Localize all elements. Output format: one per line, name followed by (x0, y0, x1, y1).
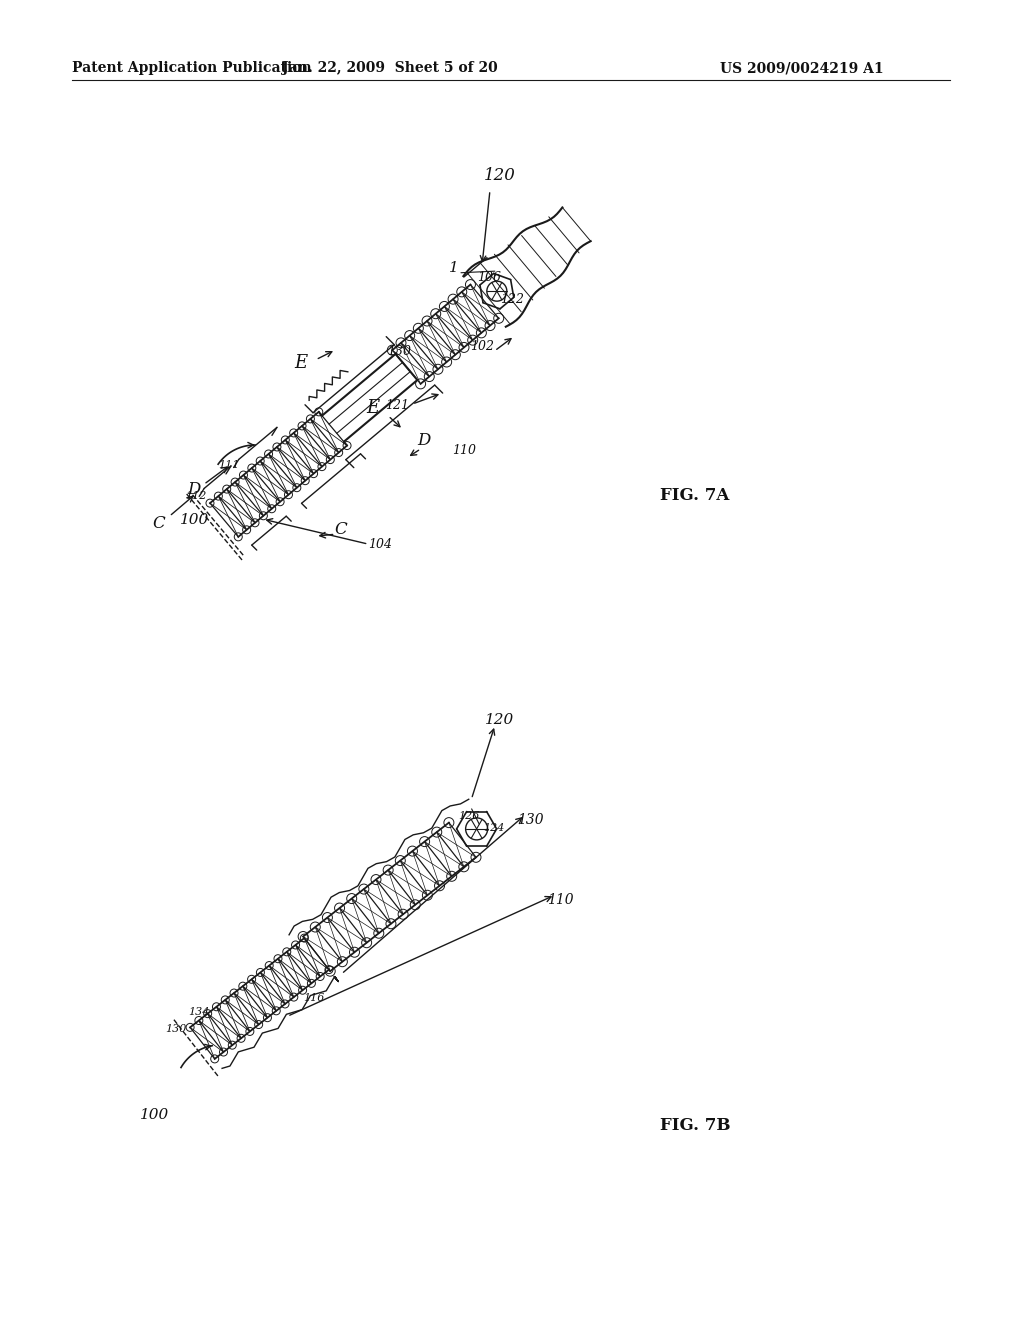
Text: 130: 130 (387, 346, 412, 358)
Text: E: E (294, 354, 307, 372)
Text: 112: 112 (185, 491, 207, 502)
Text: 116: 116 (303, 993, 325, 1002)
Text: 106: 106 (477, 271, 501, 284)
Text: 134: 134 (187, 1007, 209, 1018)
Text: E: E (367, 399, 380, 417)
Text: 104: 104 (369, 537, 392, 550)
Text: C: C (153, 515, 166, 532)
Text: 110: 110 (547, 894, 573, 907)
Text: 130: 130 (166, 1024, 187, 1035)
Text: 130: 130 (517, 813, 544, 828)
Text: D: D (417, 432, 431, 449)
Text: 100: 100 (180, 513, 210, 527)
Text: 121: 121 (385, 399, 409, 412)
Text: 124: 124 (483, 824, 505, 833)
Text: 120: 120 (484, 166, 516, 183)
Text: 120: 120 (485, 713, 515, 727)
Text: Patent Application Publication: Patent Application Publication (72, 61, 311, 75)
Text: 102: 102 (470, 339, 495, 352)
Text: 126: 126 (459, 810, 480, 821)
Text: 1: 1 (450, 261, 459, 275)
Text: Jan. 22, 2009  Sheet 5 of 20: Jan. 22, 2009 Sheet 5 of 20 (283, 61, 498, 75)
Text: FIG. 7A: FIG. 7A (660, 487, 729, 503)
Text: 111: 111 (218, 459, 240, 470)
Text: 110: 110 (452, 445, 476, 457)
Text: 122: 122 (500, 293, 524, 306)
Text: C: C (334, 520, 347, 537)
Text: D: D (187, 480, 201, 498)
Text: FIG. 7B: FIG. 7B (660, 1117, 730, 1134)
Text: 100: 100 (140, 1107, 170, 1122)
Text: US 2009/0024219 A1: US 2009/0024219 A1 (720, 61, 884, 75)
